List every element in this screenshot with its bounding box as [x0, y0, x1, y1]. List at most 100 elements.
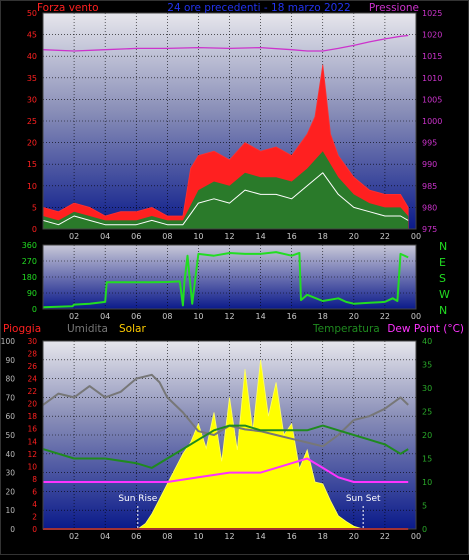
x-tick-label: 06	[131, 532, 141, 541]
y-tick-label-rain: 2	[32, 512, 37, 521]
y-tick-label-pressure: 1015	[422, 52, 442, 61]
y-tick-label-rain: 18	[27, 412, 37, 421]
y-tick-label-humidity: 20	[5, 487, 15, 496]
plot-border	[42, 12, 417, 230]
legend-temperature: Temperatura	[312, 323, 380, 335]
sunset-label: Sun Set	[346, 494, 381, 504]
y-tick-label-compass: S	[439, 272, 446, 285]
y-tick-label-wind: 35	[27, 74, 37, 83]
y-tick-label-humidity: 90	[5, 356, 15, 365]
y-tick-label-temperature: 5	[422, 502, 427, 511]
y-tick-label-temperature: 40	[422, 337, 432, 346]
y-tick-label-rain: 30	[27, 337, 37, 346]
x-tick-label: 20	[349, 312, 359, 321]
x-tick-label: 08	[162, 312, 172, 321]
y-tick-label-temperature: 10	[422, 478, 432, 487]
y-tick-label-direction: 360	[22, 241, 37, 250]
series-wind-avg-area	[43, 151, 409, 229]
y-tick-label-wind: 15	[27, 160, 37, 169]
sunrise-label: Sun Rise	[118, 494, 157, 504]
y-tick-label-wind: 45	[27, 31, 37, 40]
y-tick-label-rain: 0	[32, 525, 37, 534]
series-humidity	[42, 373, 409, 448]
y-tick-label-rain: 22	[27, 387, 37, 396]
x-tick-label: 22	[380, 232, 390, 241]
y-tick-label-rain: 26	[27, 362, 37, 371]
y-tick-label-wind: 0	[32, 225, 37, 234]
y-tick-label-rain: 10	[27, 462, 37, 471]
y-tick-label-wind: 20	[27, 139, 37, 148]
y-tick-label-temperature: 15	[422, 455, 432, 464]
x-tick-label: 12	[224, 312, 234, 321]
legend-humidity: Umidita	[67, 323, 108, 335]
x-tick-label: 16	[287, 232, 297, 241]
y-tick-label-wind: 10	[27, 182, 37, 191]
y-tick-label-humidity: 60	[5, 412, 15, 421]
x-tick-label: 08	[162, 532, 172, 541]
x-tick-label: 02	[69, 232, 79, 241]
x-tick-label: 20	[349, 532, 359, 541]
top-right-title: Pressione	[369, 2, 419, 14]
x-tick-label: 18	[318, 532, 328, 541]
y-tick-label-wind: 25	[27, 117, 37, 126]
x-tick-label: 10	[193, 312, 203, 321]
x-tick-label: 00	[411, 312, 421, 321]
series-pressure	[42, 34, 409, 52]
y-tick-label-rain: 12	[27, 450, 37, 459]
y-tick-label-compass: N	[439, 240, 447, 253]
y-tick-label-humidity: 30	[5, 469, 15, 478]
x-tick-label: 08	[162, 232, 172, 241]
y-tick-label-compass: W	[439, 288, 450, 301]
x-tick-label: 12	[224, 232, 234, 241]
y-tick-label-direction: 90	[27, 289, 37, 298]
x-tick-label: 00	[411, 532, 421, 541]
y-tick-label-pressure: 1005	[422, 95, 442, 104]
x-tick-label: 04	[100, 532, 110, 541]
x-tick-label: 14	[255, 312, 265, 321]
y-tick-label-pressure: 995	[422, 139, 437, 148]
y-tick-label-pressure: 1020	[422, 31, 442, 40]
x-tick-label: 06	[131, 232, 141, 241]
x-tick-label: 18	[318, 232, 328, 241]
y-tick-label-rain: 16	[27, 425, 37, 434]
y-tick-label-temperature: 30	[422, 384, 432, 393]
x-tick-label: 14	[255, 532, 265, 541]
y-tick-label-humidity: 0	[10, 525, 15, 534]
y-tick-label-direction: 180	[22, 273, 37, 282]
y-tick-label-pressure: 1000	[422, 117, 442, 126]
series-wind-mean-line	[42, 172, 409, 226]
y-tick-label-pressure: 975	[422, 225, 437, 234]
y-tick-label-temperature: 35	[422, 361, 432, 370]
y-tick-label-humidity: 50	[5, 431, 15, 440]
series-dew-point	[43, 457, 409, 483]
y-tick-label-rain: 14	[27, 437, 37, 446]
y-tick-label-rain: 24	[27, 375, 37, 384]
x-tick-label: 00	[411, 232, 421, 241]
legend-solar: Solar	[119, 323, 146, 335]
y-tick-label-rain: 6	[32, 487, 37, 496]
series-wind-direction	[42, 251, 409, 309]
x-tick-label: 20	[349, 232, 359, 241]
x-tick-label: 06	[131, 312, 141, 321]
y-tick-label-rain: 20	[27, 400, 37, 409]
y-tick-label-humidity: 10	[5, 506, 15, 515]
y-tick-label-temperature: 20	[422, 431, 432, 440]
legend-dew-point: Dew Point (°C)	[387, 323, 464, 335]
x-tick-label: 16	[287, 532, 297, 541]
series-temperature	[42, 424, 409, 469]
x-tick-label: 14	[255, 232, 265, 241]
y-tick-label-humidity: 80	[5, 375, 15, 384]
y-tick-label-rain: 4	[32, 500, 37, 509]
x-tick-label: 18	[318, 312, 328, 321]
x-tick-label: 10	[193, 232, 203, 241]
x-tick-label: 10	[193, 532, 203, 541]
x-tick-label: 16	[287, 312, 297, 321]
y-tick-label-pressure: 1010	[422, 74, 442, 83]
y-tick-label-temperature: 0	[422, 525, 427, 534]
y-tick-label-compass: N	[439, 304, 447, 317]
y-tick-label-wind: 40	[27, 52, 37, 61]
y-tick-label-rain: 28	[27, 350, 37, 359]
y-tick-label-temperature: 25	[422, 408, 432, 417]
